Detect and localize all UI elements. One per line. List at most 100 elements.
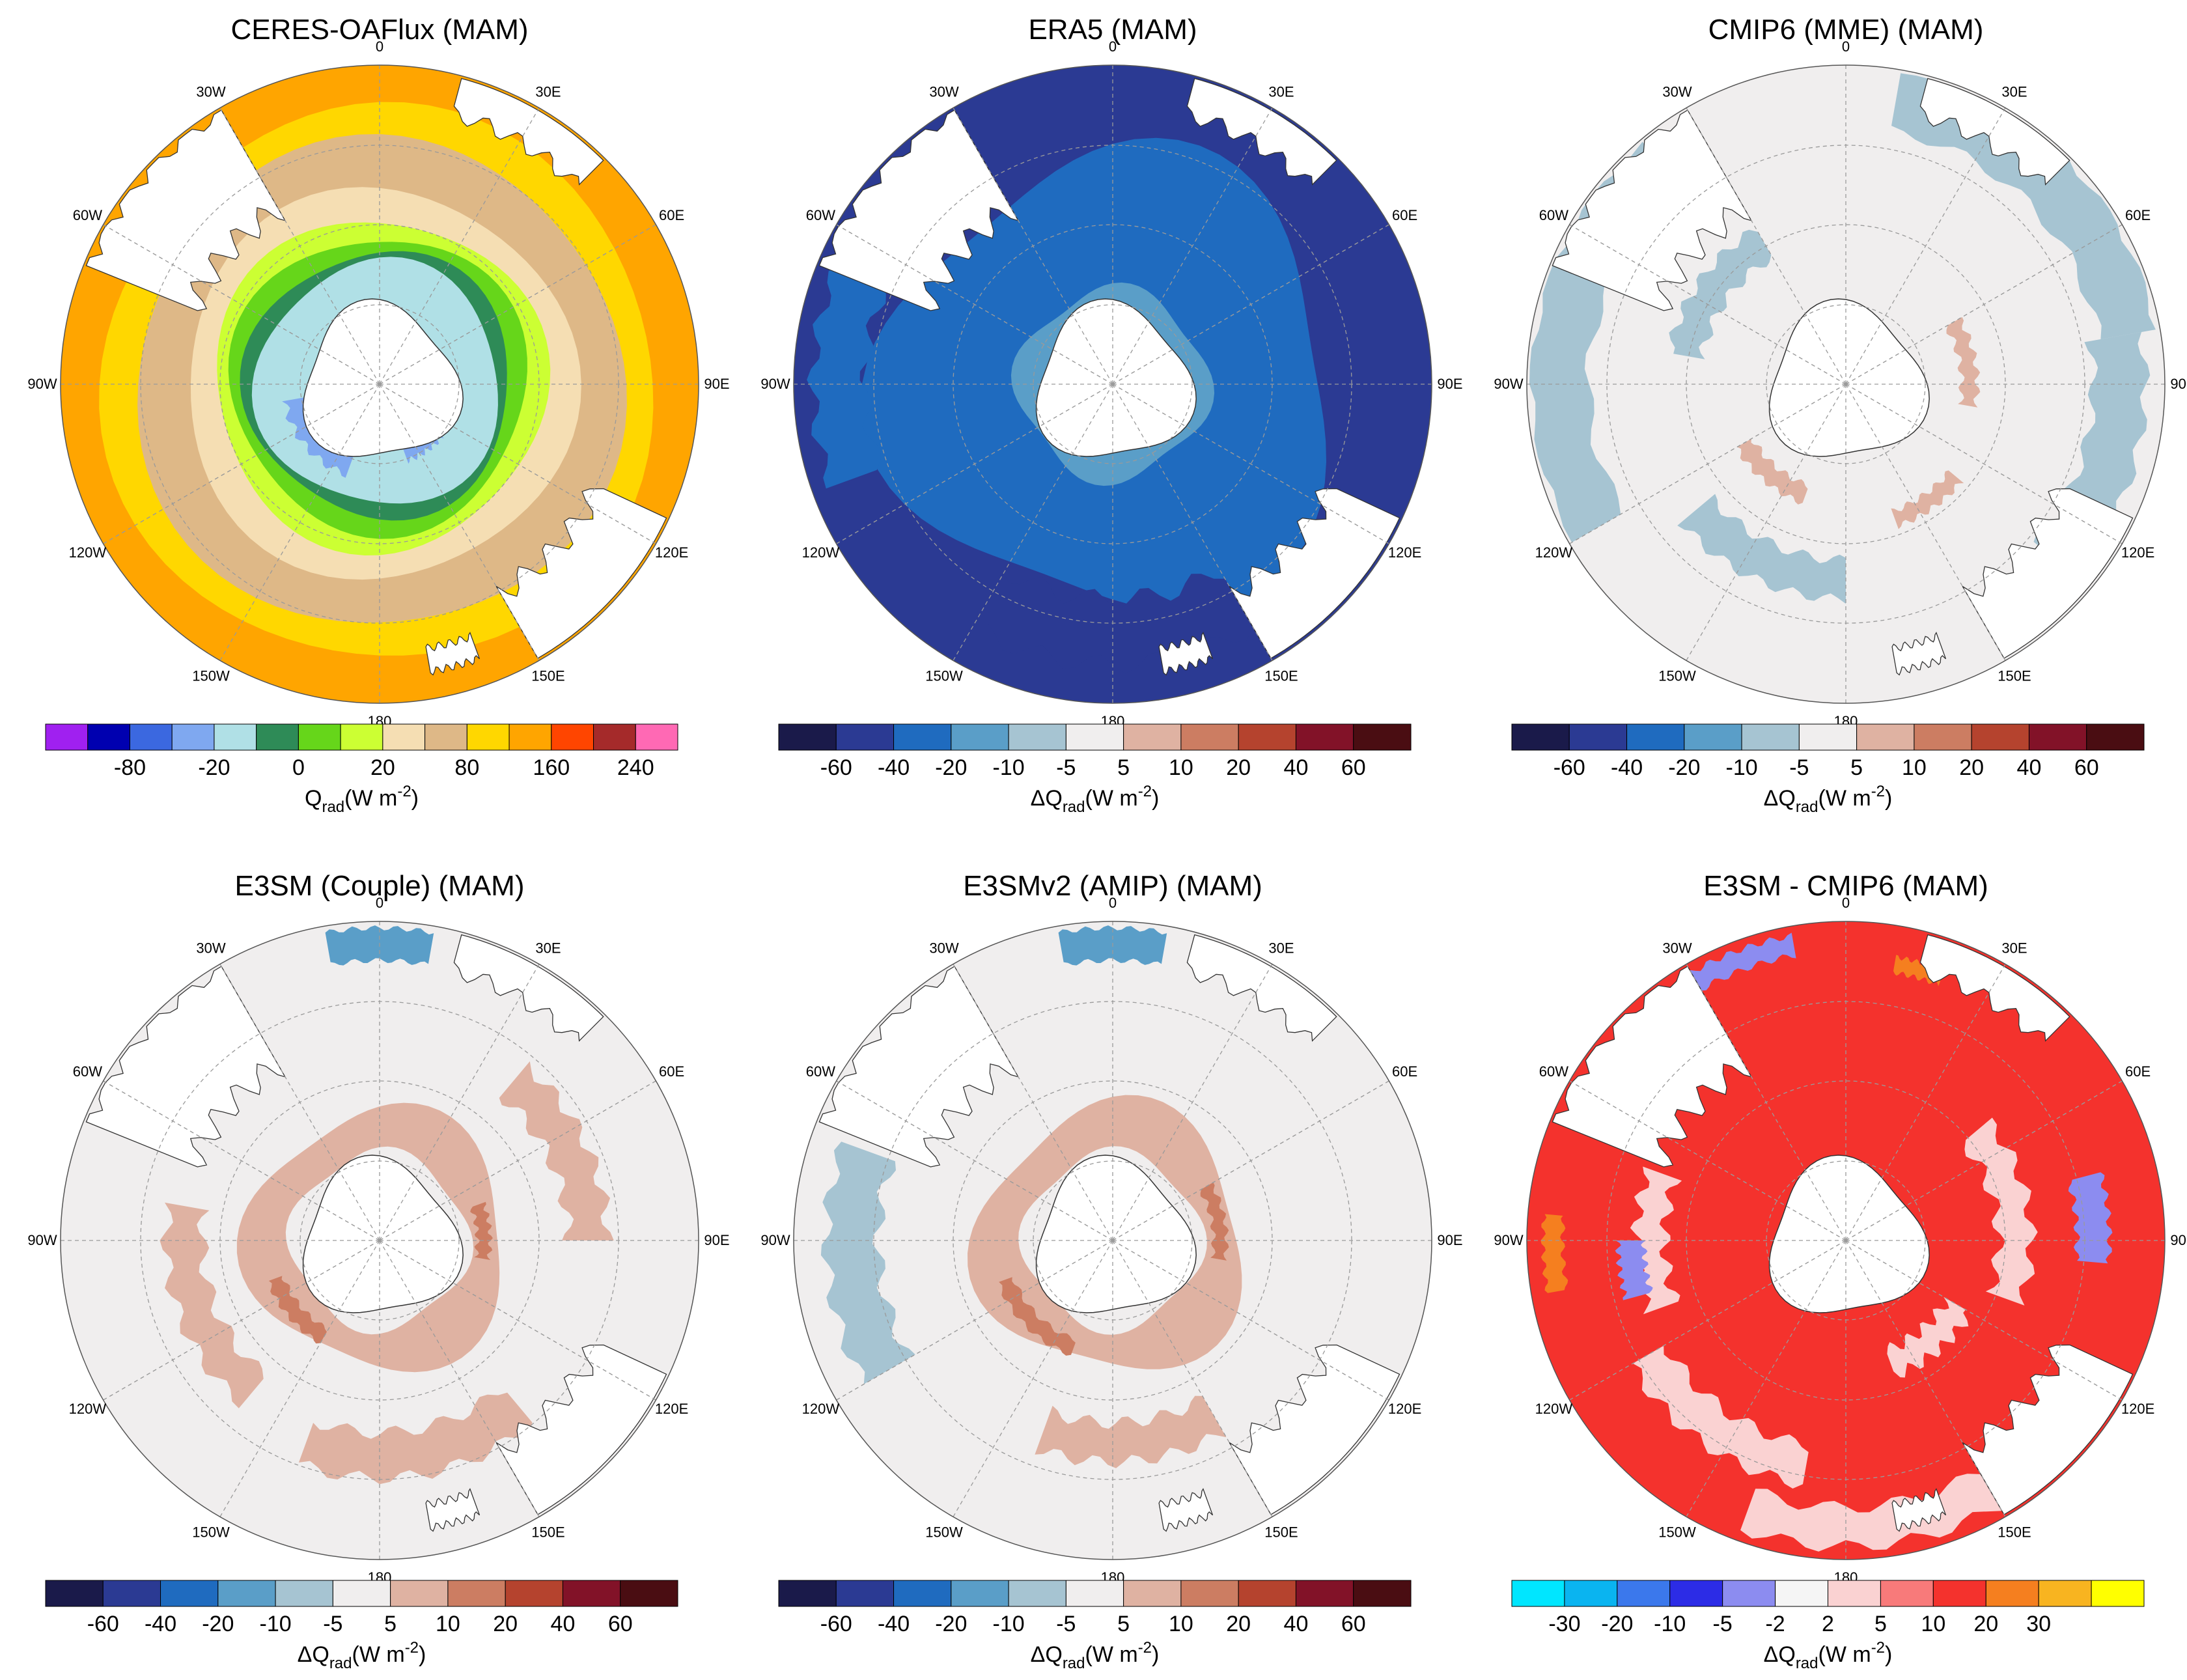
longitude-label: 30E — [535, 83, 561, 100]
colorbar-tick-label: -10 — [993, 1612, 1025, 1636]
longitude-label: 90W — [27, 376, 57, 392]
contour-patch — [268, 1276, 327, 1344]
australia-landmass — [1229, 1344, 1400, 1515]
longitude-gridline — [1112, 384, 1273, 661]
contour-patch — [820, 1141, 915, 1384]
longitude-label: 150W — [925, 668, 963, 684]
longitude-label: 150E — [1998, 668, 2031, 684]
colorbar-tick-label: 10 — [1169, 755, 1193, 780]
colorbar-segment — [1880, 1580, 1934, 1607]
longitude-gridline — [953, 1240, 1113, 1517]
longitude-label: 60W — [73, 207, 102, 223]
contour-patch — [1200, 1182, 1229, 1261]
longitude-gridline — [1686, 964, 1846, 1241]
colorbar-tick-label: -40 — [1611, 755, 1643, 780]
longitude-label: 120W — [802, 544, 840, 561]
colorbar-tick-label: -60 — [87, 1612, 119, 1636]
colorbar-segment — [1914, 723, 1972, 751]
map-field — [1527, 921, 2165, 1560]
longitude-label: 150E — [1264, 668, 1298, 684]
map-panel-1: CERES-OAFlux (MAM)030E60E90E120E150E1801… — [27, 14, 729, 816]
panel-title: E3SMv2 (AMIP) (MAM) — [963, 870, 1262, 902]
colorbar-tick-label: 5 — [384, 1612, 397, 1636]
colorbar-segment — [1626, 723, 1685, 751]
map-field — [794, 65, 1432, 703]
colorbar-tick-label: 20 — [1973, 1612, 1998, 1636]
colorbar-segment — [160, 1580, 219, 1607]
colorbar-tick-label: -5 — [1056, 755, 1076, 780]
colorbar-segment — [893, 1580, 952, 1607]
colorbar-tick-label: 60 — [1341, 1612, 1366, 1636]
colorbar-segment — [620, 1580, 678, 1607]
longitude-label: 120E — [2121, 544, 2154, 561]
colorbar-segment — [256, 723, 299, 751]
contour-patch — [807, 232, 902, 489]
colorbar-units-label: Qrad(W m-2) — [305, 783, 419, 816]
panel-title: CERES-OAFlux (MAM) — [230, 14, 528, 46]
longitude-gridline — [1112, 224, 1389, 385]
longitude-label: 30W — [929, 83, 958, 100]
australia-landmass — [495, 1344, 667, 1515]
colorbar-tick-label: 10 — [1169, 1612, 1193, 1636]
colorbar-segment — [1180, 1580, 1239, 1607]
longitude-gridline — [836, 224, 1113, 385]
colorbar-segment — [45, 723, 89, 751]
australia-landmass — [1962, 488, 2134, 659]
longitude-gridline — [1845, 107, 2006, 385]
panel-title: E3SM - CMIP6 (MAM) — [1703, 870, 1988, 902]
colorbar-segment — [835, 1580, 895, 1607]
colorbar-segment — [1684, 723, 1742, 751]
colorbar-tick-label: -10 — [1654, 1612, 1686, 1636]
australia-landmass — [1229, 488, 1400, 659]
colorbar-segment — [447, 1580, 506, 1607]
colorbar-tick-label: 0 — [292, 755, 305, 780]
colorbar-segment — [1741, 723, 1800, 751]
colorbar-tick-label: -5 — [1056, 1612, 1076, 1636]
longitude-label: 60E — [2125, 1063, 2151, 1080]
colorbar-segment — [1008, 1580, 1066, 1607]
contour-patch — [1669, 229, 1772, 359]
colorbar-tick-label: 40 — [1284, 755, 1309, 780]
colorbar-segment — [562, 1580, 621, 1607]
map-boundary — [793, 64, 1432, 704]
colorbar-tick-label: 10 — [436, 1612, 460, 1636]
colorbar-tick-label: -5 — [1713, 1612, 1733, 1636]
longitude-gridline — [103, 384, 380, 544]
colorbar-segment — [1985, 1580, 2039, 1607]
colorbar-segment — [129, 723, 173, 751]
colorbar-tick-label: 40 — [551, 1612, 576, 1636]
longitude-label: 90W — [760, 376, 790, 392]
longitude-gridline — [103, 1240, 380, 1401]
contour-patch — [2068, 1172, 2113, 1264]
longitude-label: 90E — [704, 376, 729, 392]
longitude-label: 30E — [1268, 83, 1294, 100]
longitude-label: 90E — [2170, 1232, 2187, 1248]
africa-landmass — [453, 934, 604, 1042]
longitude-gridline — [1569, 384, 1846, 544]
colorbar-tick-label: 240 — [617, 755, 654, 780]
longitude-label: 60W — [1539, 1063, 1568, 1080]
longitude-label: 120W — [69, 544, 107, 561]
contour-patch — [470, 1201, 493, 1260]
colorbar-units-label: ΔQrad(W m-2) — [1031, 783, 1160, 816]
longitude-gridline — [953, 107, 1113, 385]
longitude-gridline — [1845, 1240, 2006, 1517]
colorbar-segment — [1722, 1580, 1776, 1607]
longitude-gridline — [379, 107, 540, 385]
contour-patch — [1891, 470, 1964, 529]
longitude-gridline — [1845, 1240, 2123, 1401]
longitude-label: 0 — [1842, 895, 1850, 911]
longitude-gridline — [1112, 384, 1389, 544]
longitude-label: 60E — [659, 207, 684, 223]
longitude-gridline — [1569, 1240, 1846, 1401]
longitude-label: 30W — [196, 83, 225, 100]
map-boundary — [60, 64, 699, 704]
africa-landmass — [1186, 934, 1337, 1042]
longitude-label: 90E — [704, 1232, 729, 1248]
colorbar-tick-label: 20 — [370, 755, 395, 780]
longitude-gridline — [219, 107, 380, 385]
colorbar-segment — [2091, 1580, 2145, 1607]
longitude-label: 0 — [1109, 895, 1117, 911]
longitude-gridline — [219, 964, 380, 1241]
longitude-label: 150W — [1658, 668, 1696, 684]
